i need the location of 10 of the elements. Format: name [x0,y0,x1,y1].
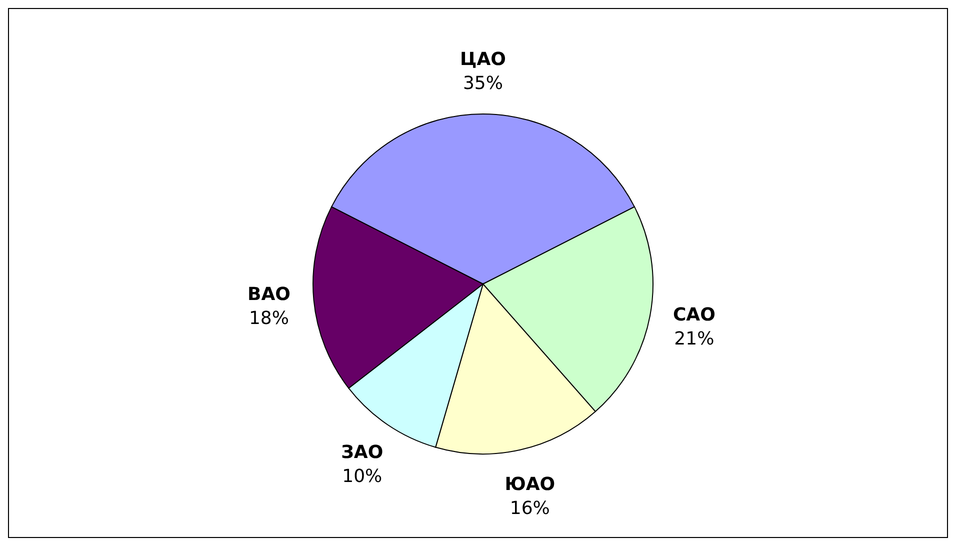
data-label: 18% [248,308,289,330]
data-label: 16% [510,498,550,519]
slice-label: ЦАО [460,49,506,70]
slice-label: ВАО [247,284,290,306]
slice-label: ЗАО [341,442,384,463]
data-label: 35% [462,73,504,94]
slice-label: ЮАО [504,474,556,495]
slice-label: САО [672,304,716,326]
data-label: 10% [342,466,382,487]
data-label: 21% [674,328,714,350]
